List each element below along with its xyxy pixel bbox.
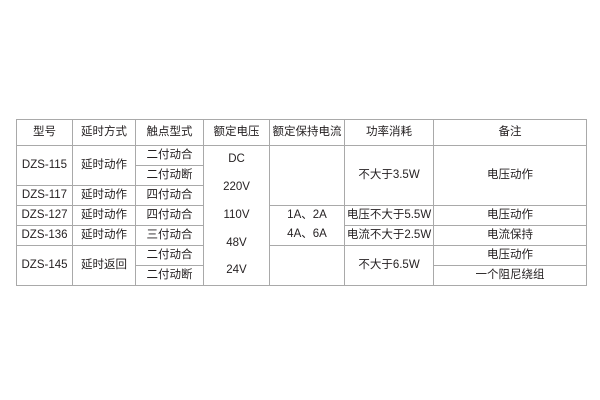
cell-delay-dzs-127: 延时动作	[72, 205, 136, 226]
cell-power-voltage-5-5w: 电压不大于5.5W	[344, 205, 434, 226]
cell-contact-2: 二付动断	[135, 165, 204, 186]
cell-model-dzs-145: DZS-145	[16, 245, 73, 286]
cell-delay-dzs-136: 延时动作	[72, 225, 136, 246]
holding-current-1a-2a: 1A、2A	[287, 208, 327, 221]
holding-current-4a-6a: 4A、6A	[287, 228, 327, 241]
cell-delay-dzs-115: 延时动作	[72, 145, 136, 186]
cell-power-6-5w: 不大于6.5W	[344, 245, 434, 286]
column-header-power: 功率消耗	[344, 119, 434, 146]
voltage-110v: 110V	[223, 208, 250, 221]
cell-contact-3: 四付动合	[135, 185, 204, 206]
cell-remark-damping-winding: 一个阻尼绕组	[433, 265, 587, 286]
table-header-row: 型号 延时方式 触点型式 额定电压 额定保持电流 功率消耗 备注	[16, 119, 587, 146]
cell-contact-7: 二付动断	[135, 265, 204, 286]
column-header-contact: 触点型式	[135, 119, 204, 146]
cell-contact-4: 四付动合	[135, 205, 204, 226]
column-header-remark: 备注	[433, 119, 587, 146]
voltage-220v: 220V	[223, 180, 250, 193]
table-row: 二付动断 一个阻尼绕组	[17, 265, 587, 286]
table-row: DZS-115 延时动作 二付动合 DC 220V 110V 48V 24V 不…	[16, 145, 587, 286]
cell-rated-voltage-group: DC 220V 110V 48V 24V	[203, 145, 270, 286]
table-row: DZS-127 延时动作 四付动合 1A、2A 4A、6A 电压不大于5.5W …	[16, 205, 587, 246]
column-header-current: 额定保持电流	[269, 119, 345, 146]
cell-holding-current-group: 1A、2A 4A、6A	[269, 205, 345, 246]
column-header-delay: 延时方式	[72, 119, 136, 146]
table-row: DZS-136 延时动作 三付动合 电流不大于2.5W 电流保持	[16, 225, 587, 246]
voltage-48v: 48V	[226, 236, 247, 249]
column-header-model: 型号	[16, 119, 73, 146]
cell-remark-current-hold: 电流保持	[433, 225, 587, 246]
cell-delay-dzs-117: 延时动作	[72, 185, 136, 206]
cell-model-dzs-136: DZS-136	[16, 225, 73, 246]
cell-remark-voltage-action-3: 电压动作	[433, 245, 587, 266]
cell-power-3-5w: 不大于3.5W	[344, 145, 434, 206]
column-header-voltage: 额定电压	[203, 119, 270, 146]
cell-remark-voltage-action-2: 电压动作	[433, 205, 587, 226]
voltage-24v: 24V	[226, 264, 247, 277]
cell-contact-5: 三付动合	[135, 225, 204, 246]
cell-model-dzs-127: DZS-127	[16, 205, 73, 226]
cell-model-dzs-117: DZS-117	[16, 185, 73, 206]
cell-delay-dzs-145: 延时返回	[72, 245, 136, 286]
cell-model-dzs-115: DZS-115	[16, 145, 73, 186]
cell-contact-6: 二付动合	[135, 245, 204, 266]
cell-holding-current-empty-bottom	[269, 245, 345, 286]
cell-remark-voltage-action-top: 电压动作	[433, 145, 587, 206]
voltage-dc: DC	[228, 153, 245, 166]
relay-specification-table: 型号 延时方式 触点型式 额定电压 额定保持电流 功率消耗 备注 DZS-115…	[16, 119, 587, 286]
table-row: DZS-145 延时返回 二付动合 不大于6.5W 电压动作	[16, 245, 587, 286]
cell-contact-1: 二付动合	[135, 145, 204, 166]
cell-holding-current-empty-top	[269, 145, 345, 206]
cell-power-current-2-5w: 电流不大于2.5W	[344, 225, 434, 246]
spec-table-container: 型号 延时方式 触点型式 额定电压 额定保持电流 功率消耗 备注 DZS-115…	[16, 119, 587, 286]
